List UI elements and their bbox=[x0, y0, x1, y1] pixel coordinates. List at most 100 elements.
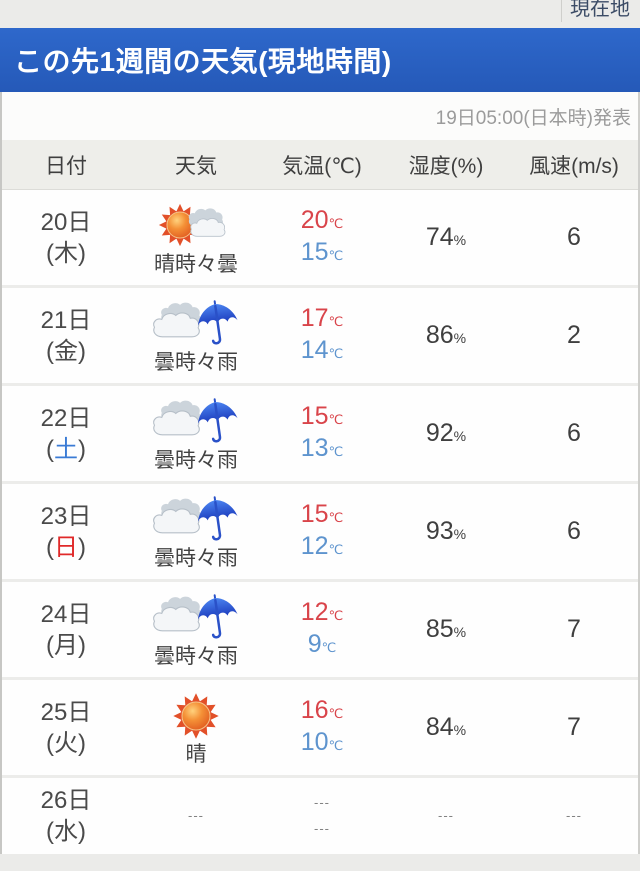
sun-cloud-icon bbox=[148, 199, 244, 253]
date-cell: 23日 (日) bbox=[2, 484, 130, 579]
high-temperature: 15℃ bbox=[300, 401, 344, 430]
weekday-char: 金 bbox=[54, 337, 78, 365]
temperature-cell: 20℃ 15℃ bbox=[262, 190, 382, 285]
humidity-cell: 85% bbox=[425, 615, 467, 643]
wind-cell: 2 bbox=[567, 321, 581, 349]
humidity-cell: 93% bbox=[425, 517, 467, 545]
humidity-cell: 84% bbox=[425, 713, 467, 741]
weather-cell: 曇時々雨 bbox=[130, 288, 262, 383]
low-temperature: 12℃ bbox=[300, 531, 344, 560]
sun-icon bbox=[148, 689, 244, 743]
weekday-char: 月 bbox=[54, 631, 78, 659]
date-cell: 20日 (木) bbox=[2, 190, 130, 285]
weather-cell: 晴 bbox=[130, 680, 262, 775]
paren-close: ) bbox=[78, 239, 86, 267]
temperature-cell: 12℃ 9℃ bbox=[262, 582, 382, 677]
temperature-cell: 15℃ 13℃ bbox=[262, 386, 382, 481]
weekday-char: 土 bbox=[54, 435, 78, 463]
paren-open: ( bbox=[46, 631, 54, 659]
high-temperature: --- bbox=[314, 795, 330, 810]
paren-open: ( bbox=[46, 729, 54, 757]
temperature-cell: --- --- bbox=[262, 778, 382, 854]
date-weekday: (土) bbox=[46, 434, 86, 465]
weather-cell: 晴時々曇 bbox=[130, 190, 262, 285]
low-temperature: 15℃ bbox=[300, 237, 344, 266]
weather-label: 曇時々雨 bbox=[154, 448, 238, 472]
date-weekday: (木) bbox=[46, 238, 86, 269]
forecast-row: 20日 (木) 晴時々曇 20℃ 15℃ 74% 6 bbox=[2, 190, 638, 288]
date-cell: 26日 (水) bbox=[2, 778, 130, 854]
wind-cell: 7 bbox=[567, 615, 581, 643]
date-weekday: (金) bbox=[46, 336, 86, 367]
low-temperature: 13℃ bbox=[300, 433, 344, 462]
low-temperature: --- bbox=[314, 821, 330, 836]
weekday-char: 水 bbox=[54, 818, 78, 845]
humidity-cell: 92% bbox=[425, 419, 467, 447]
section-banner: この先1週間の天気(現地時間) bbox=[0, 28, 640, 92]
date-cell: 25日 (火) bbox=[2, 680, 130, 775]
wind-cell: 7 bbox=[567, 713, 581, 741]
header-date: 日付 bbox=[45, 154, 87, 178]
high-temperature: 16℃ bbox=[300, 695, 344, 724]
date-weekday: (火) bbox=[46, 728, 86, 759]
publish-bar: 19日05:00(日本時)発表 bbox=[2, 92, 638, 140]
date-day: 26日 bbox=[40, 787, 92, 814]
date-weekday: (月) bbox=[46, 630, 86, 661]
paren-open: ( bbox=[46, 533, 54, 561]
high-temperature: 15℃ bbox=[300, 499, 344, 528]
wind-cell: 6 bbox=[567, 517, 581, 545]
low-temperature: 14℃ bbox=[300, 335, 344, 364]
forecast-row: 26日 (水) --- --- --- --- --- bbox=[2, 778, 638, 854]
cloud-umbrella-icon bbox=[148, 297, 244, 351]
paren-close: ) bbox=[78, 818, 86, 845]
cloud-umbrella-icon bbox=[148, 591, 244, 645]
date-cell: 21日 (金) bbox=[2, 288, 130, 383]
temperature-cell: 16℃ 10℃ bbox=[262, 680, 382, 775]
weekday-char: 火 bbox=[54, 729, 78, 757]
humidity-cell: --- bbox=[438, 808, 454, 823]
paren-close: ) bbox=[78, 533, 86, 561]
cloud-umbrella-icon bbox=[148, 395, 244, 449]
wind-cell: 6 bbox=[567, 419, 581, 447]
forecast-row: 23日 (日) 曇時々雨 15℃ 12℃ 93% 6 bbox=[2, 484, 638, 582]
table-header-row: 日付 天気 気温(℃) 湿度(%) 風速(m/s) bbox=[2, 140, 638, 190]
header-temp: 気温(℃) bbox=[282, 154, 362, 178]
date-day: 25日 bbox=[40, 698, 92, 726]
date-weekday: (水) bbox=[46, 816, 86, 847]
weather-label: 曇時々雨 bbox=[154, 350, 238, 374]
date-weekday: (日) bbox=[46, 532, 86, 563]
current-location-link[interactable]: 現在地 bbox=[570, 0, 630, 20]
paren-open: ( bbox=[46, 337, 54, 365]
low-temperature: 10℃ bbox=[300, 727, 344, 756]
wind-cell: --- bbox=[566, 808, 582, 823]
date-cell: 22日 (土) bbox=[2, 386, 130, 481]
paren-close: ) bbox=[78, 435, 86, 463]
forecast-panel: 19日05:00(日本時)発表 日付 天気 気温(℃) 湿度(%) 風速(m/s… bbox=[0, 92, 640, 854]
weekday-char: 木 bbox=[54, 239, 78, 267]
weather-label: 曇時々雨 bbox=[154, 644, 238, 668]
high-temperature: 20℃ bbox=[300, 205, 344, 234]
high-temperature: 12℃ bbox=[300, 597, 344, 626]
humidity-cell: 74% bbox=[425, 223, 467, 251]
weather-label: 曇時々雨 bbox=[154, 546, 238, 570]
low-temperature: 9℃ bbox=[307, 629, 337, 658]
date-cell: 24日 (月) bbox=[2, 582, 130, 677]
wind-cell: 6 bbox=[567, 223, 581, 251]
date-day: 22日 bbox=[40, 404, 92, 432]
date-day: 24日 bbox=[40, 600, 92, 628]
paren-close: ) bbox=[78, 631, 86, 659]
weather-label: 晴時々曇 bbox=[154, 252, 238, 276]
temperature-cell: 15℃ 12℃ bbox=[262, 484, 382, 579]
weather-cell: 曇時々雨 bbox=[130, 582, 262, 677]
header-humidity: 湿度(%) bbox=[408, 154, 484, 178]
paren-close: ) bbox=[78, 729, 86, 757]
date-day: 23日 bbox=[40, 502, 92, 530]
paren-close: ) bbox=[78, 337, 86, 365]
weather-label: --- bbox=[188, 808, 204, 823]
top-bar: 現在地 bbox=[0, 0, 640, 28]
weather-cell: 曇時々雨 bbox=[130, 484, 262, 579]
header-weather: 天気 bbox=[175, 154, 217, 178]
humidity-cell: 86% bbox=[425, 321, 467, 349]
weather-cell: --- bbox=[130, 778, 262, 854]
